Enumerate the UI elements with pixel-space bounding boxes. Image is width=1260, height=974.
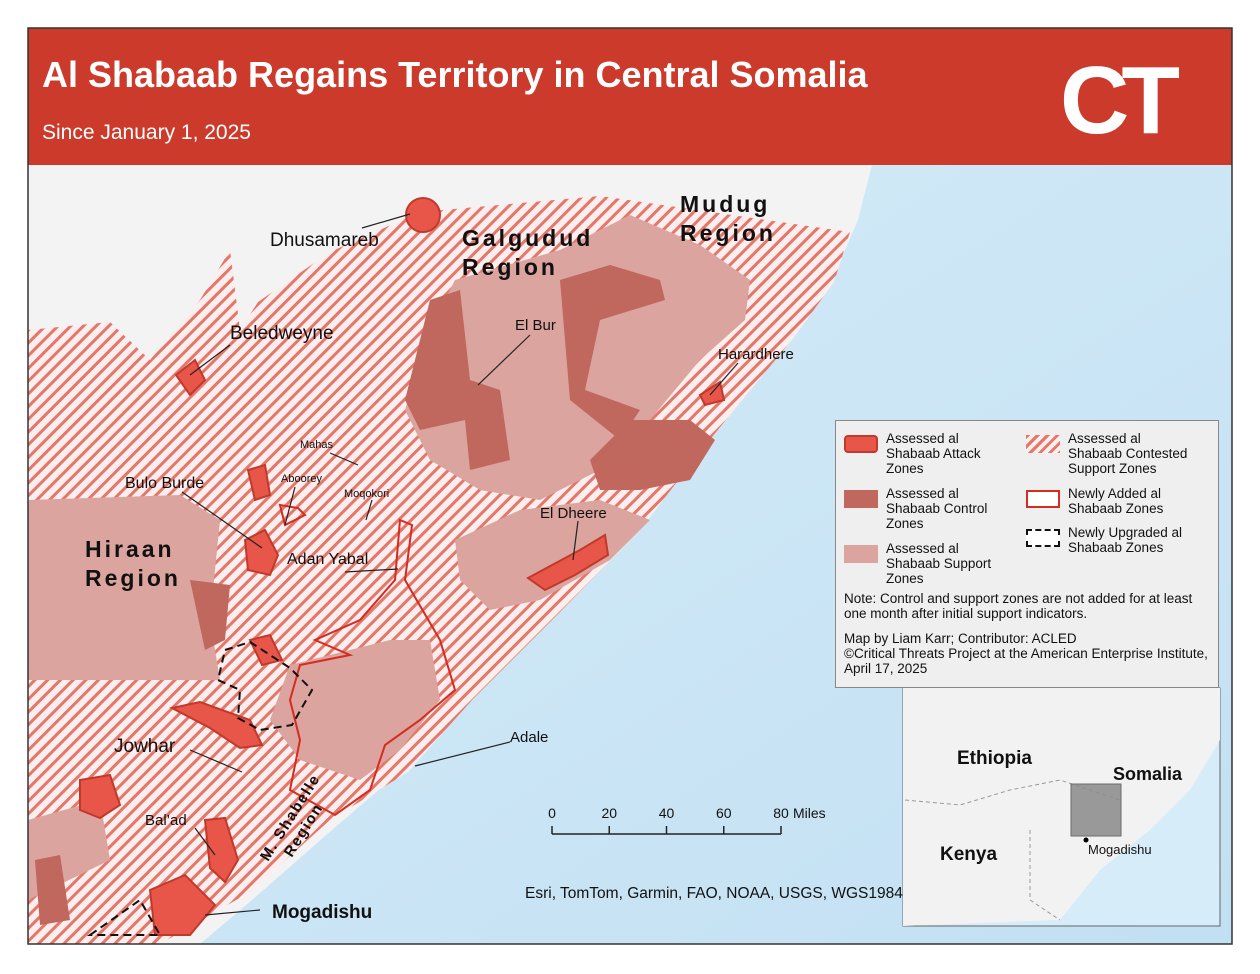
place-label: Moqokori — [344, 488, 389, 500]
inset-label: Ethiopia — [957, 748, 1032, 769]
region-label: Mudug — [680, 191, 770, 217]
logo: CT — [1060, 47, 1179, 154]
subtitle: Since January 1, 2025 — [42, 121, 251, 144]
place-label: Bulo Burde — [125, 475, 204, 492]
border — [1029, 830, 1061, 921]
legend-item: Assessed al Shabaab Support Zones — [844, 541, 1024, 586]
legend-item: Assessed al Shabaab Attack Zones — [844, 431, 1024, 476]
legend-text: Newly Upgraded al Shabaab Zones — [1068, 525, 1183, 555]
scale-label: 40 — [659, 805, 675, 821]
credit-line: ©Critical Threats Project at the America… — [844, 646, 1208, 676]
header-band — [28, 28, 1232, 165]
inset-extent — [1070, 783, 1122, 837]
place-label: Aboorey — [281, 473, 322, 485]
legend-item: Assessed al Shabaab Contested Support Zo… — [1026, 431, 1206, 476]
legend-text: Assessed al Shabaab Attack Zones — [886, 431, 981, 476]
place-label: Dhusamareb — [270, 230, 379, 251]
place-label: Beledweyne — [230, 323, 334, 344]
scale-label: 20 — [601, 805, 617, 821]
scale-label: 60 — [716, 805, 732, 821]
scale-bar: 0 20 40 60 80 Miles — [548, 805, 826, 835]
legend-swatch — [844, 545, 878, 563]
new-zones — [278, 503, 457, 817]
legend-item: Assessed al Shabaab Control Zones — [844, 486, 1024, 531]
legend-text: Assessed al Shabaab Support Zones — [886, 541, 992, 586]
legend-text: Newly Added al Shabaab Zones — [1068, 486, 1164, 516]
legend-credit: Map by Liam Karr; Contributor: ACLED ©Cr… — [844, 631, 1214, 676]
place-label: Adale — [510, 729, 548, 746]
scale-label: 0 — [548, 805, 556, 821]
border — [904, 779, 1121, 806]
legend-swatch — [1026, 490, 1060, 508]
legend-text: Assessed al Shabaab Control Zones — [886, 486, 988, 531]
legend-text: Assessed al Shabaab Contested Support Zo… — [1068, 431, 1188, 476]
credit-line: Map by Liam Karr; Contributor: ACLED — [844, 631, 1077, 646]
place-label: Harardhere — [718, 346, 794, 363]
control-zones — [35, 265, 715, 925]
inset-label: Kenya — [940, 844, 997, 865]
place-label: El Bur — [515, 317, 556, 334]
leader-lines — [181, 213, 739, 916]
legend-item: Newly Added al Shabaab Zones — [1026, 486, 1206, 516]
legend-swatch — [844, 490, 878, 508]
title: Al Shabaab Regains Territory in Central … — [42, 54, 869, 95]
legend-swatch — [1026, 435, 1060, 453]
place-label: Jowhar — [114, 736, 176, 757]
place-label: Bal’ad — [145, 812, 187, 829]
region-label: Region — [680, 220, 776, 246]
region-label: Region — [462, 254, 558, 280]
place-label: El Dheere — [540, 505, 607, 522]
inset-label: Mogadishu — [1088, 842, 1152, 857]
inset-point — [1083, 837, 1089, 843]
region-label: Region — [85, 565, 181, 591]
legend-item: Newly Upgraded al Shabaab Zones — [1026, 525, 1206, 555]
place-label: Mahas — [300, 439, 334, 451]
inset-land — [903, 688, 1220, 926]
scale-unit: Miles — [793, 805, 826, 821]
legend-note: Note: Control and support zones are not … — [844, 591, 1193, 621]
legend-swatch — [844, 435, 878, 453]
inset-label: Somalia — [1113, 764, 1183, 784]
legend: Assessed al Shabaab Attack Zones Assesse… — [835, 420, 1219, 688]
scale-label: 80 — [773, 805, 789, 821]
upgraded-zones — [86, 640, 314, 936]
frame — [27, 27, 1233, 945]
place-label: Adan Yabal — [287, 551, 368, 568]
legend-swatch — [1026, 529, 1060, 547]
place-label: Mogadishu — [272, 902, 372, 923]
region-label: Galgudud — [462, 225, 593, 251]
region-label: Hiraan — [85, 536, 175, 562]
